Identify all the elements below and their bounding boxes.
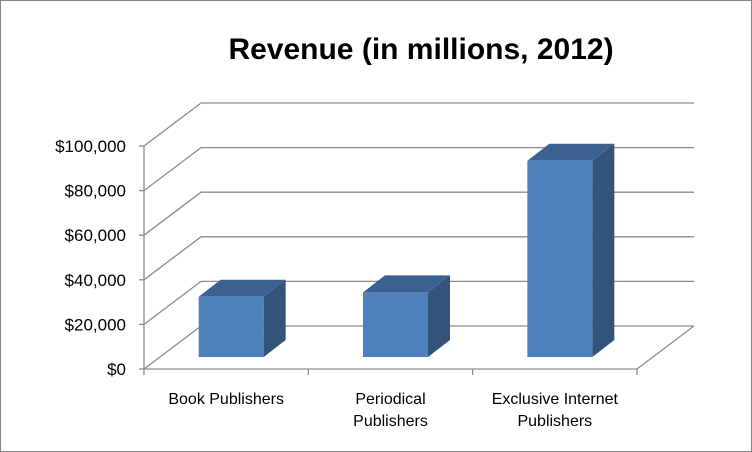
y-tick-label: $60,000 [65, 226, 126, 245]
bar-side [428, 275, 450, 357]
gridline [143, 102, 694, 147]
y-tick-label: $80,000 [65, 182, 126, 201]
x-category-label: Publishers [517, 413, 592, 430]
bar-top [527, 143, 615, 161]
chart-title: Revenue (in millions, 2012) [228, 33, 613, 66]
y-tick-label: $100,000 [55, 137, 126, 156]
x-category-label: Periodical [355, 391, 425, 408]
bar-side [263, 279, 286, 357]
x-category-label: Publishers [353, 413, 428, 430]
y-tick-label: $20,000 [65, 315, 126, 334]
y-tick-label: $0 [107, 360, 126, 379]
gridline [143, 146, 694, 192]
bar [527, 143, 615, 357]
bar-side [592, 143, 615, 357]
y-tick-label: $40,000 [65, 271, 126, 290]
floor-edge [636, 325, 695, 370]
x-category-label: Exclusive Internet [492, 391, 619, 408]
bar-top [363, 275, 450, 293]
bar [363, 275, 450, 357]
x-category-label: Book Publishers [168, 391, 284, 408]
bar-front [198, 296, 264, 357]
bar-front [363, 292, 428, 357]
bar-front [527, 160, 593, 357]
bar [198, 279, 286, 357]
bar-top [198, 279, 286, 297]
